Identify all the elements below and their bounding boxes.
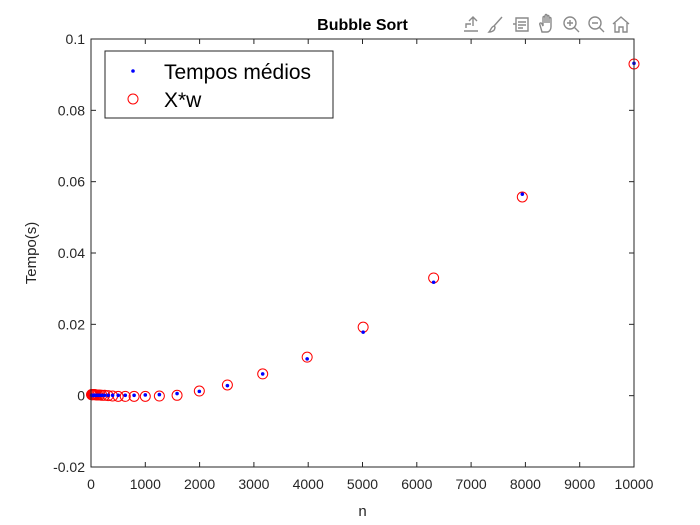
x-tick-label: 3000 bbox=[238, 476, 269, 492]
data-point-tempos-medios bbox=[123, 393, 128, 398]
data-point-tempos-medios bbox=[143, 393, 148, 397]
x-tick-label: 1000 bbox=[130, 476, 161, 492]
data-point-xw bbox=[119, 390, 131, 402]
x-tick-label: 7000 bbox=[456, 476, 487, 492]
zoom-out-icon[interactable] bbox=[588, 16, 605, 33]
x-tick-label: 10000 bbox=[615, 476, 654, 492]
y-tick-label: -0.02 bbox=[53, 459, 85, 475]
chart-title: Bubble Sort bbox=[317, 17, 408, 34]
data-point-tempos-medios bbox=[520, 192, 525, 196]
data-point-xw bbox=[153, 390, 165, 402]
data-point-tempos-medios bbox=[100, 393, 104, 398]
y-axis-title: Tempo(s) bbox=[23, 222, 40, 285]
y-tick-label: 0.02 bbox=[58, 316, 85, 332]
brush-icon[interactable] bbox=[487, 16, 503, 33]
y-tick-label: 0.08 bbox=[58, 102, 85, 118]
data-point-tempos-medios bbox=[361, 330, 365, 334]
y-tick-label: 0.1 bbox=[66, 31, 86, 47]
x-axis-title: n bbox=[358, 503, 366, 520]
x-tick-label: 8000 bbox=[510, 476, 541, 492]
data-point-xw bbox=[257, 368, 269, 380]
axis-ticks bbox=[90, 38, 635, 468]
data-point-tempos-medios bbox=[225, 383, 230, 388]
legend-box bbox=[104, 50, 334, 119]
y-tick-label: 0.06 bbox=[58, 174, 85, 190]
data-point-tempos-medios bbox=[260, 372, 265, 376]
data-point-tempos-medios bbox=[106, 393, 110, 398]
data-point-xw bbox=[221, 379, 233, 391]
legend[interactable]: Tempos médios X*w bbox=[104, 50, 334, 119]
plot-frame bbox=[90, 38, 635, 468]
data-point-tempos-medios bbox=[305, 357, 309, 361]
data-point-tempos-medios bbox=[157, 392, 162, 397]
x-tick-label: 0 bbox=[87, 476, 95, 492]
data-point-tempos-medios bbox=[110, 393, 115, 398]
axes-toolbar bbox=[464, 13, 630, 33]
legend-marker-dot bbox=[131, 69, 135, 73]
y-tick-labels: -0.02 0 0.02 0.04 0.06 0.08 0.1 bbox=[53, 31, 85, 475]
home-icon[interactable] bbox=[612, 16, 630, 33]
data-point-tempos-medios bbox=[431, 280, 436, 285]
x-tick-label: 5000 bbox=[347, 476, 378, 492]
legend-label-tempos-medios: Tempos médios bbox=[164, 61, 311, 84]
y-tick-label: 0.04 bbox=[58, 245, 85, 261]
data-point-tempos-medios bbox=[116, 393, 121, 398]
x-tick-label: 9000 bbox=[564, 476, 595, 492]
zoom-in-icon[interactable] bbox=[563, 16, 580, 33]
data-point-xw bbox=[301, 351, 313, 363]
x-tick-labels: 0 1000 2000 3000 4000 5000 6000 7000 8000 9000 100… bbox=[87, 476, 654, 492]
data-point-tempos-medios bbox=[197, 389, 202, 394]
y-tick-label: 0 bbox=[77, 388, 85, 404]
x-tick-label: 2000 bbox=[184, 476, 215, 492]
data-point-xw bbox=[171, 389, 183, 401]
pan-icon[interactable] bbox=[539, 13, 552, 33]
data-point-xw bbox=[139, 390, 151, 402]
x-tick-label: 4000 bbox=[293, 476, 324, 492]
data-point-tempos-medios bbox=[175, 391, 179, 396]
data-point-tempos-medios bbox=[102, 393, 107, 398]
data-point-xw bbox=[128, 390, 140, 402]
export-icon[interactable] bbox=[464, 16, 478, 32]
data-point-tempos-medios bbox=[132, 393, 136, 398]
data-point-xw bbox=[193, 385, 205, 397]
legend-label-xw: X*w bbox=[164, 89, 202, 112]
legend-marker-circle bbox=[127, 93, 139, 105]
series-tempos-medios bbox=[89, 61, 636, 398]
x-tick-label: 6000 bbox=[401, 476, 432, 492]
data-point-xw bbox=[516, 191, 528, 203]
data-tips-icon[interactable] bbox=[513, 17, 529, 32]
